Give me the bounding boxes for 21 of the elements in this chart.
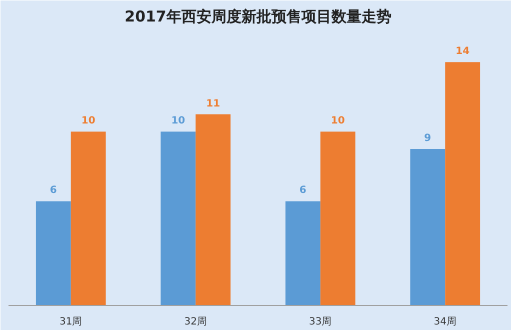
bar <box>160 132 196 306</box>
bar <box>445 62 480 306</box>
data-label: 6 <box>50 185 57 196</box>
bar <box>36 201 71 306</box>
data-label: 14 <box>456 46 470 58</box>
x-tick-label: 33周 <box>309 316 332 328</box>
x-tick-label: 34周 <box>434 316 456 328</box>
bar <box>410 149 446 306</box>
data-label: 9 <box>424 133 432 144</box>
data-label: 10 <box>330 116 345 127</box>
bar <box>196 114 231 306</box>
data-label: 10 <box>81 116 96 127</box>
data-label: 6 <box>299 185 306 196</box>
bar <box>70 132 106 306</box>
x-tick-label: 31周 <box>60 316 82 328</box>
bar <box>320 132 356 306</box>
data-label: 11 <box>206 98 220 110</box>
data-label: 10 <box>171 116 186 127</box>
bar <box>285 201 320 306</box>
x-tick-label: 32周 <box>184 316 207 328</box>
chart-title: 2017年西安周度新批预售项目数量走势 <box>124 8 392 26</box>
